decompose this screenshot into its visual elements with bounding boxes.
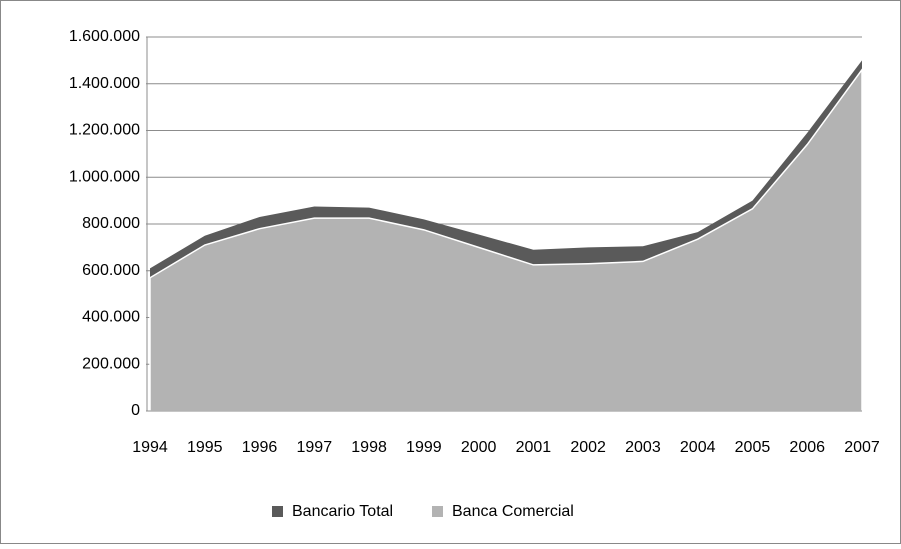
x-tick-label: 2005 xyxy=(735,439,771,456)
area xyxy=(149,67,863,412)
y-tick-label: 600.000 xyxy=(82,262,140,279)
y-tick-label: 1.200.000 xyxy=(69,122,140,139)
y-tick-label: 1.400.000 xyxy=(69,75,140,92)
x-tick-label: 2002 xyxy=(570,439,606,456)
x-tick-label: 2006 xyxy=(789,439,825,456)
x-tick-label: 2001 xyxy=(516,439,552,456)
y-tick-label: 200.000 xyxy=(82,355,140,372)
y-tick-label: 800.000 xyxy=(82,215,140,232)
legend-swatch xyxy=(272,506,283,517)
legend-label: Bancario Total xyxy=(292,503,393,520)
x-tick-label: 1996 xyxy=(242,439,278,456)
x-tick-label: 1997 xyxy=(297,439,333,456)
x-tick-label: 2000 xyxy=(461,439,497,456)
x-tick-label: 1998 xyxy=(351,439,387,456)
x-tick-label: 1999 xyxy=(406,439,442,456)
x-tick-label: 2004 xyxy=(680,439,716,456)
x-tick-label: 2007 xyxy=(844,439,880,456)
x-tick-label: 1995 xyxy=(187,439,223,456)
y-tick-label: 0 xyxy=(131,402,140,419)
y-tick-label: 400.000 xyxy=(82,309,140,326)
legend-label: Banca Comercial xyxy=(452,503,574,520)
x-tick-label: 2003 xyxy=(625,439,661,456)
x-tick-label: 1994 xyxy=(132,439,168,456)
y-tick-label: 1.600.000 xyxy=(69,28,140,45)
legend-swatch xyxy=(432,506,443,517)
y-tick-label: 1.000.000 xyxy=(69,168,140,185)
